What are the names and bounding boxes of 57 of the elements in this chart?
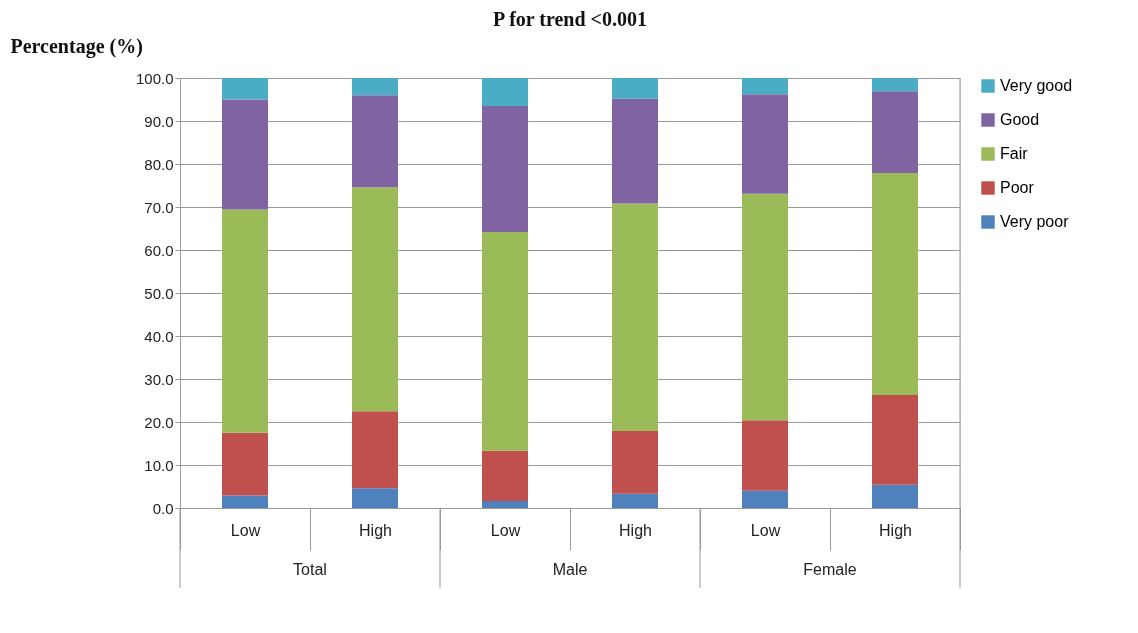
bar (352, 95, 398, 188)
y-tick-label: 100.0 (135, 69, 174, 87)
bar (352, 187, 398, 412)
bar (742, 193, 788, 421)
legend-label: Fair (1000, 145, 1029, 162)
legend-label: Very good (1000, 77, 1073, 94)
legend-label: Very poor (1000, 213, 1070, 230)
x-tick-label: Low (230, 521, 261, 539)
bar (222, 432, 268, 496)
bar (872, 484, 918, 508)
bar (872, 173, 918, 395)
bar (612, 78, 658, 99)
legend-label: Good (1000, 111, 1040, 128)
bar (482, 78, 528, 106)
bar (612, 493, 658, 508)
bar (222, 78, 268, 100)
x-tick-label: Low (750, 521, 781, 539)
y-tick-label: 50.0 (144, 284, 174, 302)
y-tick-label: 20.0 (144, 413, 174, 431)
bar (742, 78, 788, 95)
text: Female (803, 561, 857, 578)
bar (872, 394, 918, 485)
bar (352, 411, 398, 489)
bar (872, 78, 918, 92)
bar (222, 99, 268, 210)
legend-label: Poor (1000, 179, 1035, 196)
bar (482, 501, 528, 508)
x-tick-label: Low (490, 521, 521, 539)
bar (742, 490, 788, 508)
bar (482, 105, 528, 232)
bar (742, 420, 788, 491)
bar (352, 488, 398, 508)
bar (742, 94, 788, 194)
bar (612, 98, 658, 204)
y-tick-label: 70.0 (144, 198, 174, 216)
y-tick-label: 60.0 (144, 241, 174, 259)
text: Male (552, 561, 588, 578)
bar (482, 450, 528, 502)
bar (872, 91, 918, 174)
y-axis-title: Percentage (%) (10, 34, 143, 58)
y-tick-label: 0.0 (152, 499, 174, 517)
x-tick-label: High (879, 521, 912, 539)
bar (482, 231, 528, 451)
x-tick-label: High (619, 521, 652, 539)
y-tick-label: 80.0 (144, 155, 174, 173)
bar (612, 203, 658, 432)
y-tick-label: 90.0 (144, 112, 174, 130)
text: Total (293, 561, 327, 578)
x-tick-label: High (359, 521, 392, 539)
bar (222, 209, 268, 433)
bar (222, 495, 268, 508)
bar (352, 78, 398, 96)
y-tick-label: 40.0 (144, 327, 174, 345)
chart-title: P for trend <0.001 (493, 8, 647, 30)
bar (612, 431, 658, 494)
y-tick-label: 30.0 (144, 370, 174, 388)
y-tick-label: 10.0 (144, 456, 174, 474)
